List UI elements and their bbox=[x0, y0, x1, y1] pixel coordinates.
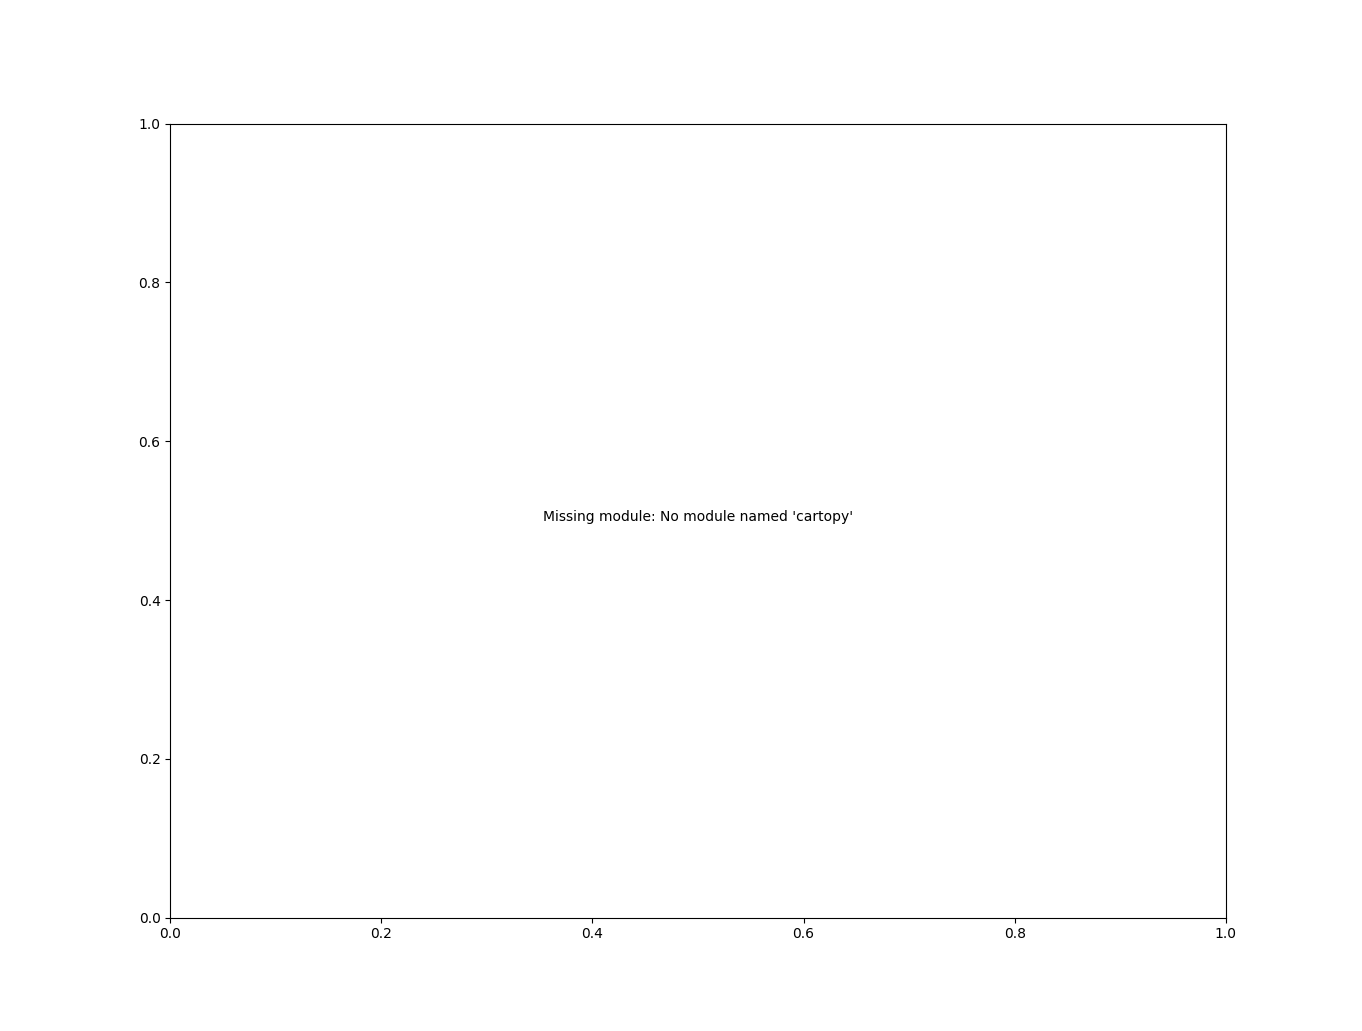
Text: Missing module: No module named 'cartopy': Missing module: No module named 'cartopy… bbox=[543, 509, 853, 524]
